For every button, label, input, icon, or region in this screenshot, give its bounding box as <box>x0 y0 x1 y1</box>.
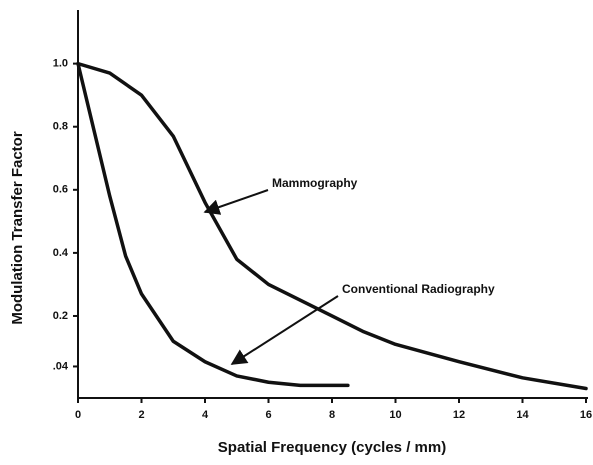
annotation-arrow <box>203 189 269 215</box>
x-axis-label: Spatial Frequency (cycles / mm) <box>218 439 446 456</box>
y-tick-label: 0.2 <box>53 310 68 322</box>
line <box>76 61 588 391</box>
y-axis-label: Modulation Transfer Factor <box>9 131 26 325</box>
annotation: Mammography <box>272 176 358 190</box>
annotation: Conventional Radiography <box>342 282 495 296</box>
y-tick-label: .04 <box>53 360 69 372</box>
y-tick-label: 0.8 <box>53 121 68 133</box>
x-tick-label: 8 <box>329 409 335 421</box>
x-tick-label: 0 <box>75 409 81 421</box>
x-tick-label: 14 <box>516 409 529 421</box>
x-tick-label: 12 <box>453 409 465 421</box>
x-tick-label: 16 <box>580 409 592 421</box>
line <box>76 61 350 388</box>
annotation-arrow <box>230 295 339 365</box>
y-tick-label: 0.6 <box>53 184 68 196</box>
x-tick-label: 4 <box>202 409 209 421</box>
x-tick-label: 6 <box>265 409 271 421</box>
x-tick-label: 10 <box>389 409 401 421</box>
y-tick-label: 0.4 <box>53 247 69 259</box>
y-tick-label: 1.0 <box>53 58 68 70</box>
x-tick-label: 2 <box>138 409 144 421</box>
